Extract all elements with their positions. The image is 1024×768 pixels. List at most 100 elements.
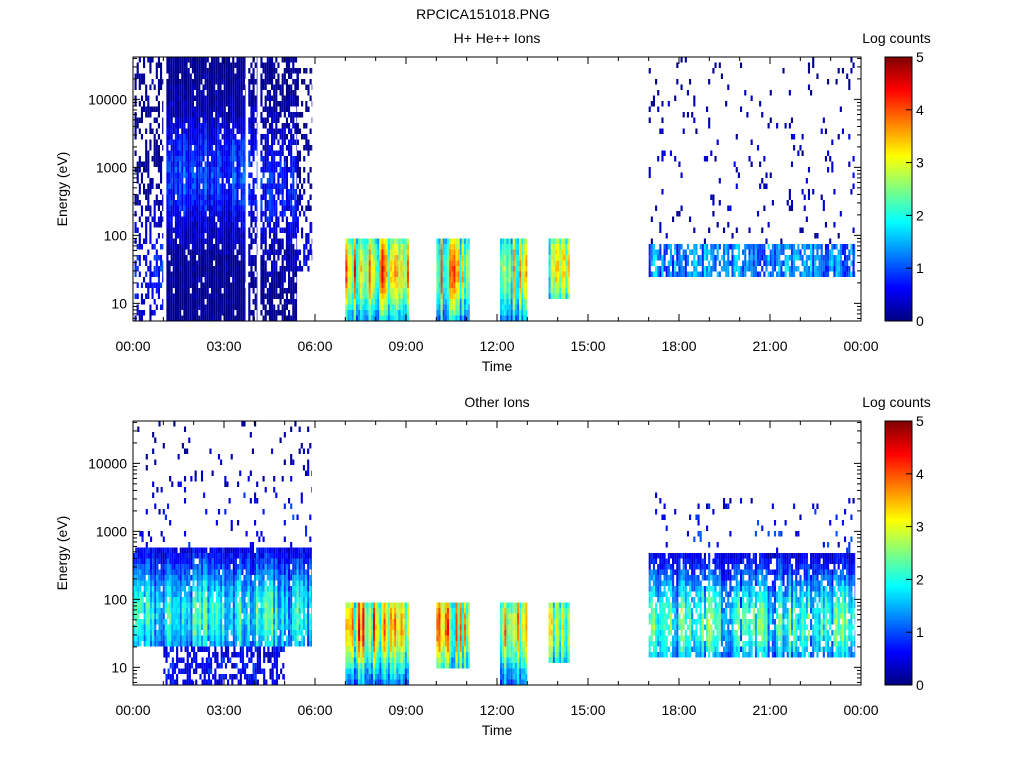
heatmap-cell bbox=[202, 293, 205, 299]
heatmap-cell bbox=[139, 602, 142, 608]
heatmap-cell bbox=[191, 172, 194, 178]
heatmap-cell bbox=[176, 57, 180, 63]
heatmap-cell bbox=[402, 255, 405, 261]
heatmap-cell bbox=[262, 266, 265, 272]
heatmap-cell bbox=[292, 62, 295, 68]
heatmap-cell bbox=[449, 266, 452, 272]
heatmap-cell bbox=[559, 282, 562, 288]
heatmap-cell bbox=[196, 68, 199, 74]
heatmap-cell bbox=[273, 112, 276, 118]
heatmap-cell bbox=[252, 150, 255, 156]
heatmap-cell bbox=[383, 288, 386, 294]
heatmap-cell bbox=[510, 255, 513, 261]
heatmap-cell bbox=[149, 106, 152, 112]
heatmap-cell bbox=[155, 117, 158, 123]
heatmap-cell bbox=[805, 266, 808, 272]
heatmap-cell bbox=[370, 277, 373, 283]
heatmap-cell bbox=[193, 304, 197, 310]
heatmap-cell bbox=[565, 260, 568, 266]
heatmap-cell bbox=[703, 156, 706, 162]
heatmap-cell bbox=[155, 222, 158, 228]
heatmap-cell bbox=[143, 602, 146, 608]
heatmap-cell bbox=[179, 79, 182, 85]
heatmap-cell bbox=[138, 101, 141, 107]
heatmap-cell bbox=[710, 249, 713, 255]
heatmap-cell bbox=[137, 619, 140, 625]
heatmap-cell bbox=[360, 315, 363, 321]
heatmap-cell bbox=[387, 310, 390, 316]
heatmap-cell bbox=[223, 145, 226, 151]
heatmap-cell bbox=[512, 260, 515, 266]
heatmap-cell bbox=[151, 310, 154, 316]
heatmap-cell bbox=[168, 156, 171, 162]
heatmap-cell bbox=[240, 145, 243, 151]
heatmap-cell bbox=[387, 304, 390, 310]
heatmap-cell bbox=[502, 271, 505, 277]
heatmap-cell bbox=[210, 73, 214, 79]
heatmap-cell bbox=[219, 161, 222, 167]
heatmap-cell bbox=[189, 299, 192, 305]
heatmap-cell bbox=[567, 260, 570, 266]
heatmap-cell bbox=[170, 79, 173, 85]
heatmap-cell bbox=[525, 271, 528, 277]
heatmap-cell bbox=[521, 260, 524, 266]
heatmap-cell bbox=[754, 266, 757, 272]
heatmap-cell bbox=[210, 57, 214, 63]
heatmap-cell bbox=[266, 299, 269, 305]
heatmap-cell bbox=[234, 112, 237, 118]
heatmap-cell bbox=[157, 233, 160, 239]
heatmap-cell bbox=[248, 299, 251, 305]
heatmap-cell bbox=[296, 238, 298, 244]
heatmap-cell bbox=[285, 145, 288, 151]
heatmap-cell bbox=[502, 282, 505, 288]
heatmap-cell bbox=[149, 580, 153, 586]
heatmap-cell bbox=[202, 238, 205, 244]
heatmap-cell bbox=[744, 271, 747, 277]
heatmap-cell bbox=[275, 134, 278, 140]
heatmap-cell bbox=[183, 84, 186, 90]
heatmap-cell bbox=[147, 635, 150, 641]
heatmap-cell bbox=[850, 189, 853, 195]
heatmap-cell bbox=[661, 189, 664, 195]
heatmap-cell bbox=[143, 564, 146, 570]
heatmap-cell bbox=[394, 293, 397, 299]
heatmap-cell bbox=[217, 117, 220, 123]
heatmap-cell bbox=[271, 128, 274, 134]
heatmap-cell bbox=[187, 145, 190, 151]
heatmap-cell bbox=[290, 156, 293, 162]
heatmap-cell bbox=[523, 282, 526, 288]
heatmap-cell bbox=[252, 139, 255, 145]
heatmap-cell bbox=[202, 222, 205, 228]
heatmap-cell bbox=[436, 255, 439, 261]
heatmap-cell bbox=[217, 183, 220, 189]
heatmap-cell bbox=[139, 586, 142, 592]
heatmap-cell bbox=[149, 591, 153, 597]
heatmap-cell bbox=[242, 112, 245, 118]
heatmap-cell bbox=[364, 277, 367, 283]
heatmap-cell bbox=[672, 266, 675, 272]
heatmap-cell bbox=[174, 117, 177, 123]
heatmap-cell bbox=[166, 79, 169, 85]
heatmap-cell bbox=[200, 95, 203, 101]
heatmap-cell bbox=[244, 227, 246, 233]
heatmap-cell bbox=[191, 106, 194, 112]
heatmap-cell bbox=[166, 156, 169, 162]
heatmap-cell bbox=[236, 62, 239, 68]
heatmap-cell bbox=[459, 315, 462, 321]
heatmap-cell bbox=[648, 244, 651, 250]
heatmap-cell bbox=[294, 249, 297, 255]
heatmap-cell bbox=[366, 249, 369, 255]
heatmap-cell bbox=[189, 249, 192, 255]
heatmap-cell bbox=[759, 183, 762, 189]
heatmap-cell bbox=[149, 84, 152, 90]
heatmap-cell bbox=[198, 205, 201, 211]
heatmap-cell bbox=[198, 62, 201, 68]
heatmap-cell bbox=[139, 580, 142, 586]
heatmap-cell bbox=[691, 112, 694, 118]
heatmap-cell bbox=[565, 288, 568, 294]
heatmap-cell bbox=[706, 271, 709, 277]
heatmap-cell bbox=[248, 249, 251, 255]
heatmap-cell bbox=[402, 299, 405, 305]
heatmap-cell bbox=[288, 101, 291, 107]
heatmap-cell bbox=[669, 271, 673, 277]
